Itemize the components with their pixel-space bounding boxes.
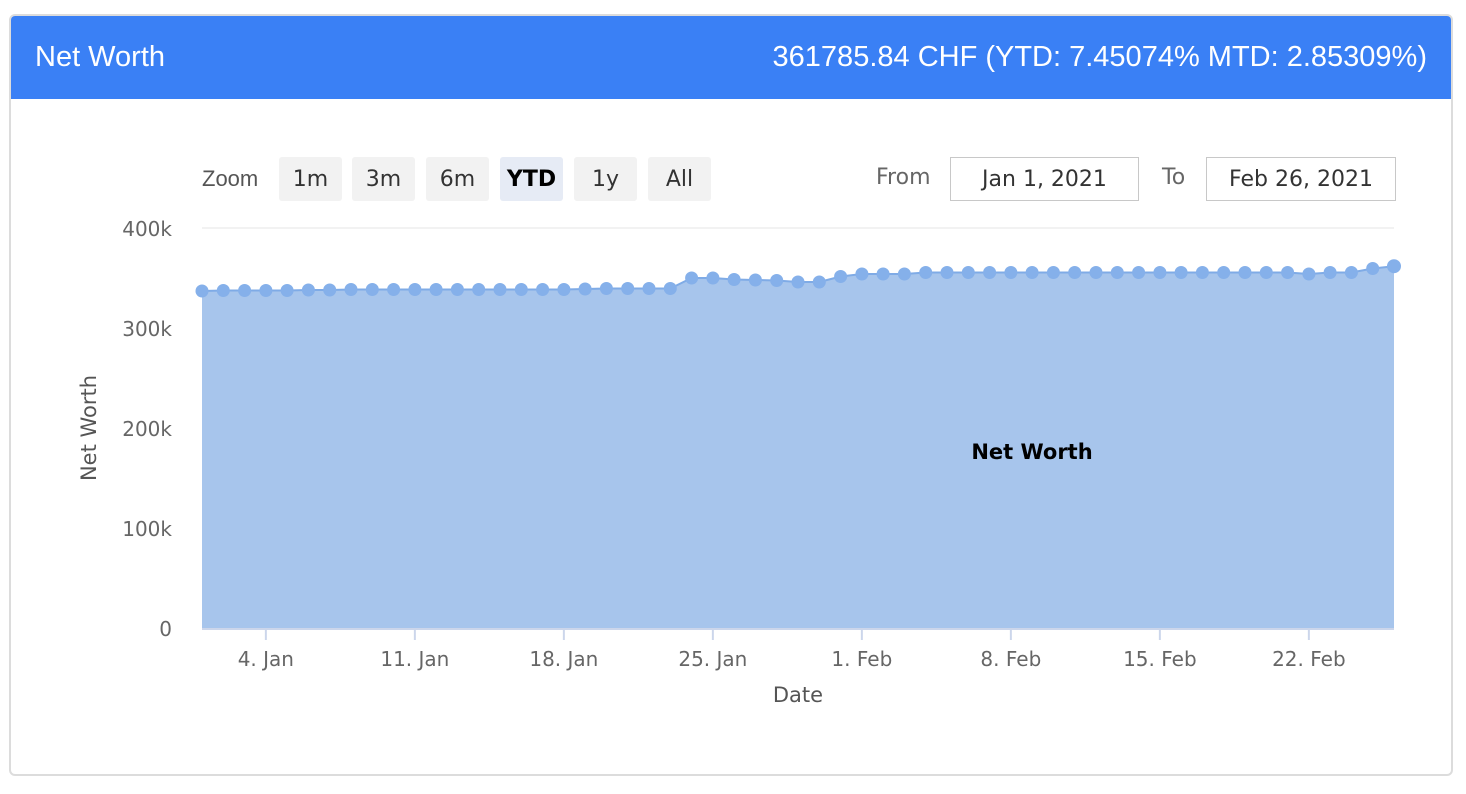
data-point[interactable] [344,283,358,296]
data-point[interactable] [238,284,252,297]
data-point[interactable] [1132,266,1146,279]
data-point[interactable] [408,283,422,296]
data-point[interactable] [855,267,869,281]
data-point[interactable] [557,283,571,296]
zoom-ytd-button[interactable]: YTD [500,157,563,201]
data-point[interactable] [1025,266,1039,279]
data-point[interactable] [514,283,528,296]
data-point[interactable] [578,282,592,296]
zoom-6m-button[interactable]: 6m [426,157,489,201]
x-tick-label: 11. Jan [380,647,449,671]
to-label: To [1162,165,1186,190]
data-point[interactable] [323,283,337,297]
data-point[interactable] [940,266,954,279]
data-point[interactable] [365,283,379,296]
data-point[interactable] [1195,266,1209,279]
data-point[interactable] [812,275,826,289]
zoom-1m-button[interactable]: 1m [279,157,342,201]
data-point[interactable] [919,266,933,279]
data-point[interactable] [1110,266,1124,279]
y-tick-label: 100k [122,517,172,541]
zoom-3m-button[interactable]: 3m [352,157,415,201]
data-point[interactable] [280,284,294,297]
data-point[interactable] [1217,266,1231,279]
data-point[interactable] [493,283,507,296]
x-axis-label: Date [773,683,823,707]
data-point[interactable] [1004,266,1018,279]
data-point[interactable] [642,282,656,295]
data-point[interactable] [259,284,273,297]
card-title: Net Worth [35,41,166,73]
data-point[interactable] [1281,266,1295,279]
data-point[interactable] [706,271,720,285]
zoom-label: Zoom [202,166,259,191]
data-point[interactable] [301,283,315,297]
data-point[interactable] [1153,266,1167,279]
y-axis-label: Net Worth [77,375,101,481]
x-tick-label: 25. Jan [678,647,747,671]
card-header: Net Worth 361785.84 CHF (YTD: 7.45074% M… [11,16,1451,99]
y-tick-label: 0 [159,617,172,641]
data-point[interactable] [1344,266,1358,279]
data-point[interactable] [1323,266,1337,279]
x-tick-label: 15. Feb [1123,647,1197,671]
data-point[interactable] [472,283,486,296]
data-point[interactable] [536,283,550,296]
data-point[interactable] [216,284,230,297]
data-point[interactable] [1366,262,1380,275]
x-tick-label: 8. Feb [980,647,1041,671]
data-point[interactable] [1387,259,1401,274]
data-point[interactable] [876,267,890,281]
data-point[interactable] [685,271,699,285]
data-point[interactable] [897,267,911,281]
from-label: From [876,165,931,190]
data-point[interactable] [1259,266,1273,279]
data-point[interactable] [834,270,848,283]
data-point[interactable] [387,283,401,296]
net-worth-summary: 361785.84 CHF (YTD: 7.45074% MTD: 2.8530… [772,41,1427,73]
y-tick-label: 200k [122,417,172,441]
data-point[interactable] [983,266,997,279]
data-point[interactable] [1046,266,1060,279]
data-point[interactable] [1068,266,1082,279]
data-point[interactable] [748,273,762,287]
y-tick-label: 300k [122,317,172,341]
data-point[interactable] [1089,266,1103,279]
data-point[interactable] [1238,266,1252,279]
data-point[interactable] [791,275,805,289]
data-point[interactable] [961,266,975,279]
zoom-1y-button[interactable]: 1y [574,157,637,201]
data-point[interactable] [663,282,677,295]
data-point[interactable] [770,274,784,287]
data-point[interactable] [599,282,613,295]
data-point[interactable] [727,273,741,286]
x-tick-label: 1. Feb [831,647,892,671]
zoom-all-button[interactable]: All [648,157,711,201]
from-date-input[interactable]: Jan 1, 2021 [950,157,1139,201]
x-tick-label: 4. Jan [238,647,294,671]
data-point[interactable] [1302,267,1316,281]
data-point[interactable] [621,282,635,295]
x-tick-label: 22. Feb [1272,647,1346,671]
x-tick-label: 18. Jan [529,647,598,671]
net-worth-area [202,266,1394,628]
data-point[interactable] [429,283,443,296]
data-point[interactable] [195,284,209,298]
data-point[interactable] [1174,266,1188,279]
to-date-input[interactable]: Feb 26, 2021 [1206,157,1396,201]
data-point[interactable] [450,283,464,296]
y-tick-label: 400k [122,217,172,241]
series-label: Net Worth [971,440,1092,464]
